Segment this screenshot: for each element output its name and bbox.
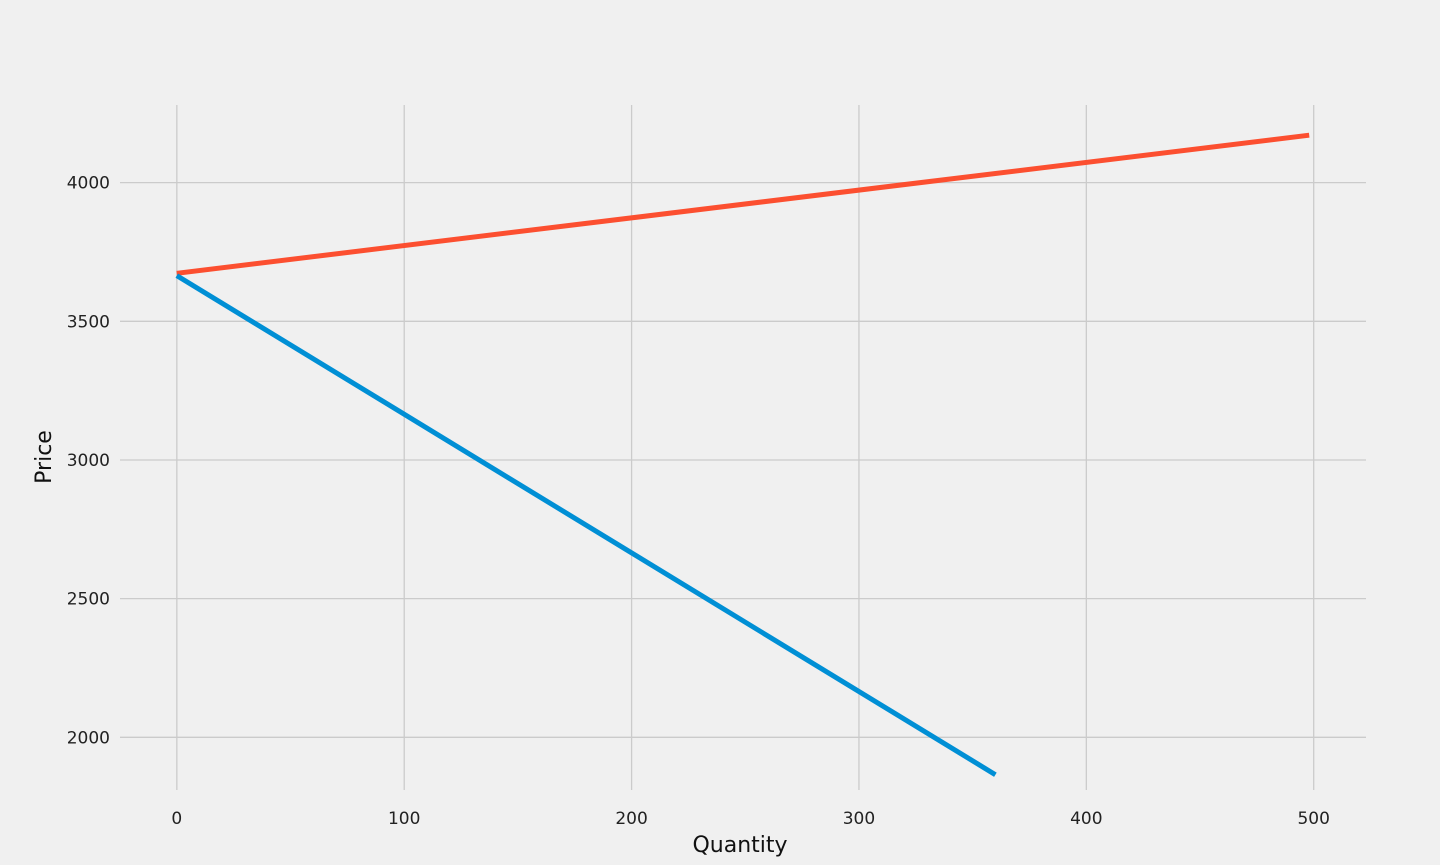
x-tick-label: 0 <box>171 809 182 829</box>
y-axis-label: Price <box>32 430 57 484</box>
x-tick-label: 300 <box>843 809 875 829</box>
grid-layer <box>120 105 1366 790</box>
y-tick-label: 2000 <box>67 728 110 748</box>
series-line-2 <box>175 273 997 777</box>
x-tick-label: 400 <box>1070 809 1102 829</box>
y-tick-label: 3000 <box>67 451 110 471</box>
x-tick-label: 100 <box>388 809 420 829</box>
x-tick-label: 200 <box>615 809 647 829</box>
x-tick-label: 500 <box>1297 809 1329 829</box>
series-line-1 <box>176 132 1310 276</box>
y-tick-label: 2500 <box>67 590 110 610</box>
tick-layer: 0 100 200 300 400 500 2000 2500 3000 3500 4000 <box>67 174 1330 829</box>
x-axis-label: Quantity <box>692 833 787 858</box>
y-tick-label: 3500 <box>67 312 110 332</box>
series-layer <box>175 132 1310 777</box>
y-tick-label: 4000 <box>67 174 110 194</box>
